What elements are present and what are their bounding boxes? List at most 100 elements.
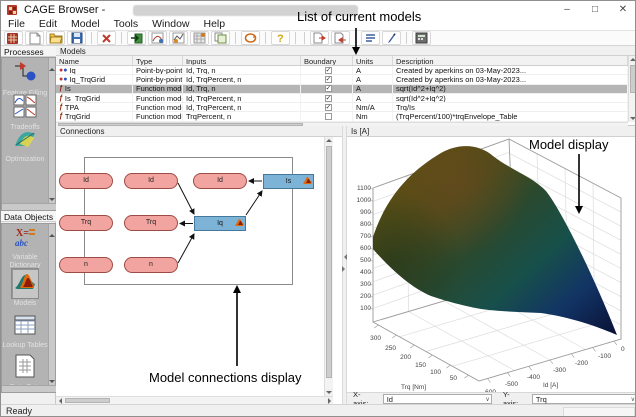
data-objects-horizontal-scrollbar[interactable]: [2, 385, 57, 392]
new-feature-icon[interactable]: [148, 31, 167, 45]
table-row-trqgrid[interactable]: ƒ TrqGrid Function model TrqPercent, n Nm…: [56, 112, 628, 122]
connections-horizontal-scrollbar[interactable]: [56, 396, 333, 405]
connections-vertical-scrollbar[interactable]: [324, 137, 333, 396]
processes-panel: Feature Filling Tradeoffs Optimization: [1, 57, 57, 211]
sidebar-item-tradeoffs[interactable]: Tradeoffs: [2, 94, 48, 132]
model-block-label: Iq: [217, 220, 223, 227]
table-row-iq-trqgrid[interactable]: ●●Iq_TrqGrid Point-by-point model Id, Tr…: [56, 75, 628, 85]
close-button[interactable]: ✕: [618, 4, 628, 15]
column-header-boundary[interactable]: Boundary: [301, 56, 353, 65]
column-header-description[interactable]: Description: [393, 56, 628, 65]
input-pill-id-is[interactable]: Id: [193, 173, 247, 189]
lookup-tables-icon: [14, 315, 36, 335]
table-row-tpa[interactable]: ƒ TPA Function model Id, TrqPercent, n ✓ …: [56, 103, 628, 113]
delete-icon[interactable]: [97, 31, 116, 45]
svg-text:X=: X=: [16, 228, 29, 239]
boundary-checkbox[interactable]: ✓: [324, 85, 332, 93]
column-header-units[interactable]: Units: [353, 56, 393, 65]
column-header-type[interactable]: Type: [133, 56, 183, 65]
boundary-checkbox[interactable]: ✓: [324, 75, 332, 83]
processes-vertical-scrollbar[interactable]: [48, 58, 55, 204]
model-block-is[interactable]: Is: [263, 174, 314, 189]
new-lookup-icon[interactable]: [169, 31, 188, 45]
switch-process-icon[interactable]: [241, 31, 260, 45]
table-row-is-trqgrid[interactable]: ƒ Is_TrqGrid Function model Id, TrqPercen…: [56, 93, 628, 104]
svg-text:1100: 1100: [357, 185, 371, 192]
input-pill-trq-inner[interactable]: Trq: [124, 215, 178, 231]
processes-horizontal-scrollbar[interactable]: [2, 203, 57, 210]
svg-text:150: 150: [415, 362, 426, 369]
edit-notes-icon[interactable]: [361, 31, 380, 45]
x-axis-label: Id [A]: [543, 382, 558, 389]
y-tick-marks: [374, 324, 469, 379]
help-icon[interactable]: ?: [271, 31, 290, 45]
maximize-button[interactable]: □: [591, 4, 599, 15]
boundary-checkbox[interactable]: [324, 113, 332, 121]
splitter-collapse-left-icon[interactable]: [341, 254, 347, 260]
toolbar-separator: [235, 32, 236, 44]
cell-name: Iq: [69, 66, 76, 75]
column-header-name[interactable]: Name: [56, 56, 133, 65]
column-header-inputs[interactable]: Inputs: [183, 56, 301, 65]
cell-name: Iq_TrqGrid: [69, 75, 106, 84]
input-pill-id-inner[interactable]: Id: [124, 173, 178, 189]
copy-object-icon[interactable]: [211, 31, 230, 45]
menu-model[interactable]: Model: [71, 18, 100, 30]
table-vertical-scrollbar[interactable]: [628, 56, 635, 122]
menu-file[interactable]: File: [8, 18, 25, 30]
x-tick-marks: [487, 340, 618, 383]
table-row-is-selected[interactable]: ƒ Is Function model Id, Trq, n ✓ A sqrt(I…: [56, 84, 628, 94]
boundary-checkbox[interactable]: ✓: [324, 66, 332, 74]
table-row-iq[interactable]: ●●Iq Point-by-point model Id, Trq, n ✓ A…: [56, 66, 628, 76]
sidebar-item-optimization[interactable]: Optimization: [2, 128, 48, 164]
chevron-down-icon: ∨: [485, 396, 490, 403]
new-project-icon[interactable]: [25, 31, 44, 45]
minimize-button[interactable]: –: [564, 4, 570, 15]
y-axis-select[interactable]: Trq ∨: [531, 393, 635, 404]
cell-name: TPA: [64, 103, 79, 112]
connections-canvas[interactable]: Id Trq n Id Trq n Id Iq Is: [56, 137, 333, 396]
input-pill-trq-outer[interactable]: Trq: [59, 215, 113, 231]
chevron-down-icon: ∨: [630, 396, 635, 403]
cell-inputs: TrqPercent, n: [183, 112, 301, 121]
panel-splitter[interactable]: [342, 126, 347, 404]
mbc-model-fitting-icon[interactable]: [4, 31, 23, 45]
export-report-2-icon[interactable]: [331, 31, 350, 45]
input-pill-id-outer[interactable]: Id: [59, 173, 113, 189]
data-objects-vertical-scrollbar[interactable]: [48, 224, 55, 386]
sidebar-item-variable-dictionary[interactable]: X= abc Variable Dictionary: [2, 226, 48, 269]
variable-dictionary-icon: X= abc: [15, 228, 35, 248]
input-pill-n-inner[interactable]: n: [124, 257, 178, 273]
processes-header: Processes: [1, 46, 56, 57]
model-block-iq[interactable]: Iq: [194, 216, 246, 231]
x-axis-select[interactable]: Id ∨: [382, 393, 492, 404]
save-project-icon[interactable]: [67, 31, 86, 45]
edit-properties-icon[interactable]: [382, 31, 401, 45]
menu-tools[interactable]: Tools: [113, 18, 139, 30]
cell-description: (TrqPercent/100)*trqEnvelope_Table: [393, 112, 628, 121]
sidebar-item-lookup-tables[interactable]: Lookup Tables: [2, 314, 48, 350]
table-horizontal-scrollbar[interactable]: [56, 122, 628, 126]
import-data-icon[interactable]: [127, 31, 146, 45]
export-report-1-icon[interactable]: [310, 31, 329, 45]
cell-inputs: Id, Trq, n: [183, 84, 301, 93]
new-tradeoff-icon[interactable]: [190, 31, 209, 45]
splitter-collapse-right-icon[interactable]: [342, 266, 348, 272]
calculator-icon[interactable]: [412, 31, 431, 45]
input-pill-n-outer[interactable]: n: [59, 257, 113, 273]
app-icon: [7, 5, 17, 15]
sidebar-item-models[interactable]: Models: [2, 268, 48, 308]
tradeoffs-icon: [13, 94, 37, 118]
cell-units: A: [353, 66, 393, 75]
sidebar-item-feature-filling[interactable]: Feature Filling: [2, 60, 48, 98]
menu-edit[interactable]: Edit: [38, 18, 58, 30]
open-project-icon[interactable]: [46, 31, 65, 45]
sidebar: Processes Feature Filling Tradeoffs: [1, 46, 57, 404]
boundary-checkbox[interactable]: ✓: [324, 103, 332, 111]
surface-plot[interactable]: 1100 1000 900 800 700 600 500 400 300 200 100…: [347, 137, 635, 396]
menu-window[interactable]: Window: [152, 18, 190, 30]
menu-help[interactable]: Help: [203, 18, 226, 30]
model-block-label: Is: [285, 178, 292, 185]
boundary-checkbox[interactable]: ✓: [324, 94, 332, 102]
